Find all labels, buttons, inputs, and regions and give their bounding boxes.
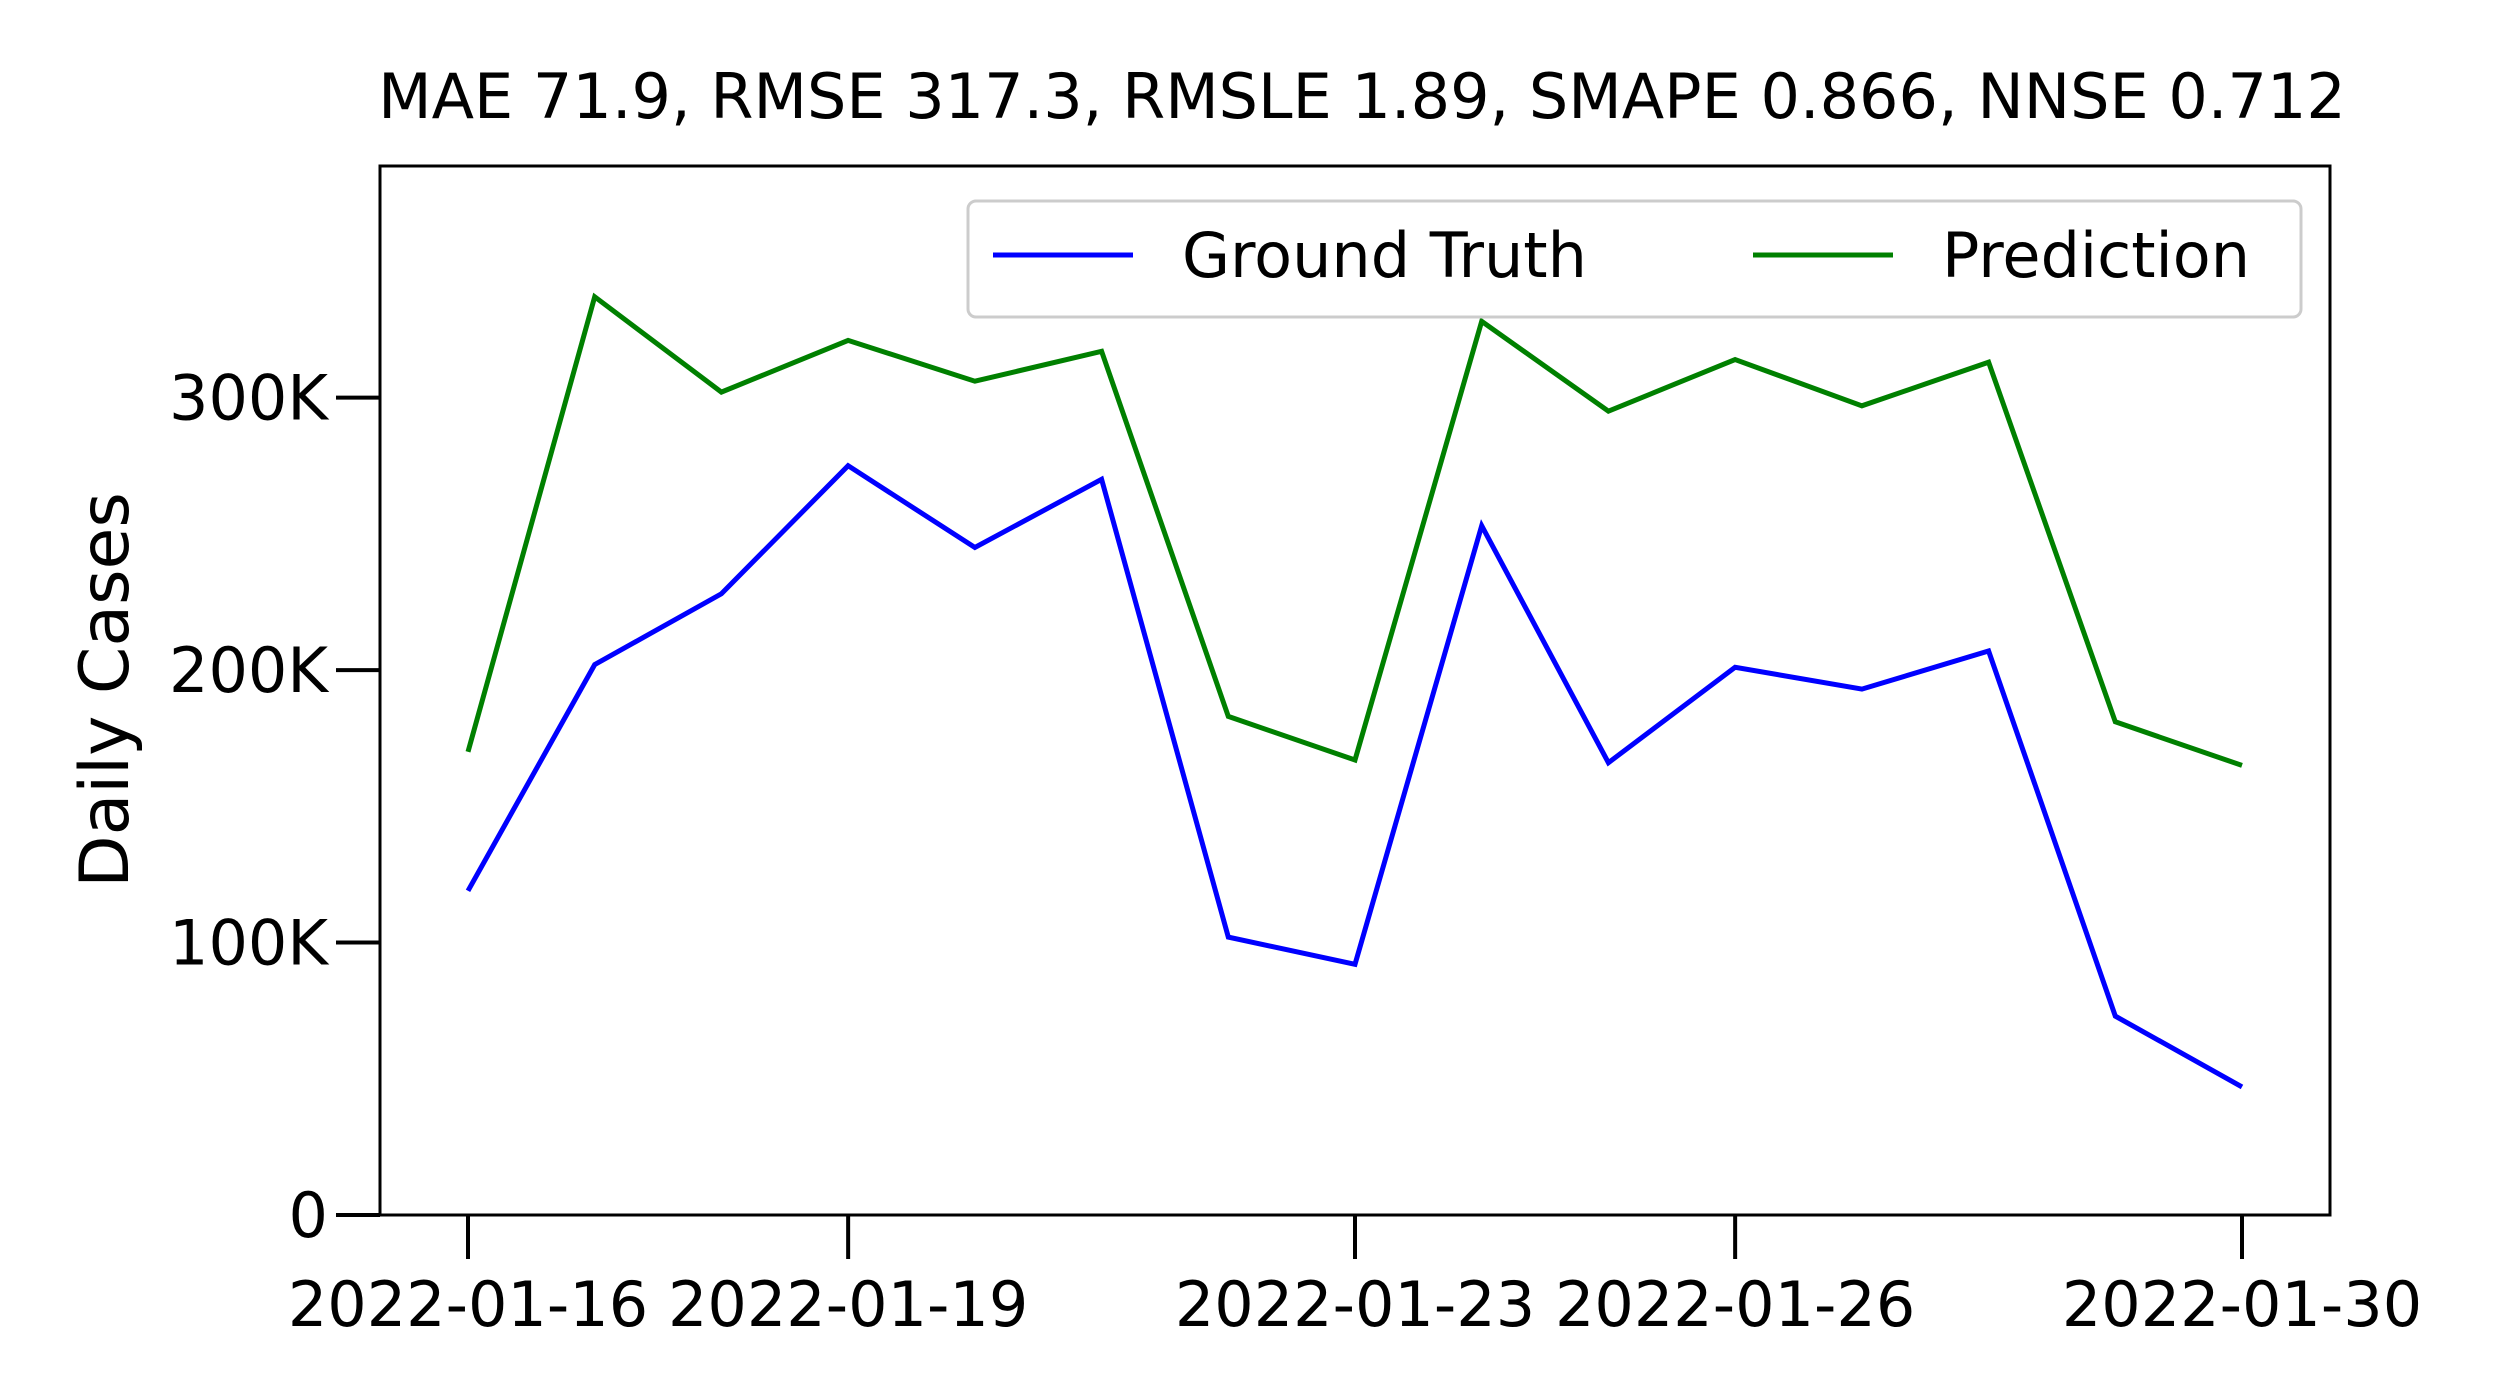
- chart-title: MAE 71.9, RMSE 317.3, RMSLE 1.89, SMAPE …: [378, 60, 2346, 133]
- series-line-2: [465, 292, 2243, 768]
- y-axis: 0 100K 200K 300K: [169, 362, 380, 1252]
- y-tick-label: 100K: [169, 907, 329, 980]
- x-tick-label: 2022-01-23: [1175, 1268, 1535, 1341]
- legend-label-1: Ground Truth: [1182, 219, 1587, 292]
- x-tick-label: 2022-01-30: [2062, 1268, 2422, 1341]
- y-tick-label: 300K: [169, 362, 329, 435]
- y-tick-label: 200K: [169, 634, 329, 707]
- series-layer: [465, 292, 2244, 1090]
- plot-area: [378, 164, 2332, 1217]
- legend-box: [966, 199, 2303, 319]
- y-tick-label: 0: [289, 1179, 328, 1252]
- legend-label-2: Prediction: [1942, 219, 2250, 292]
- x-tick-label: 2022-01-26: [1555, 1268, 1915, 1341]
- x-axis: 2022-01-16 2022-01-19 2022-01-23 2022-01-26…: [288, 1215, 2422, 1341]
- series-line-1: [465, 462, 2244, 1090]
- y-axis-label: Daily Cases: [66, 492, 145, 888]
- legend: Ground Truth Prediction: [966, 199, 2303, 319]
- x-tick-label: 2022-01-19: [668, 1268, 1028, 1341]
- x-tick-label: 2022-01-16: [288, 1268, 648, 1341]
